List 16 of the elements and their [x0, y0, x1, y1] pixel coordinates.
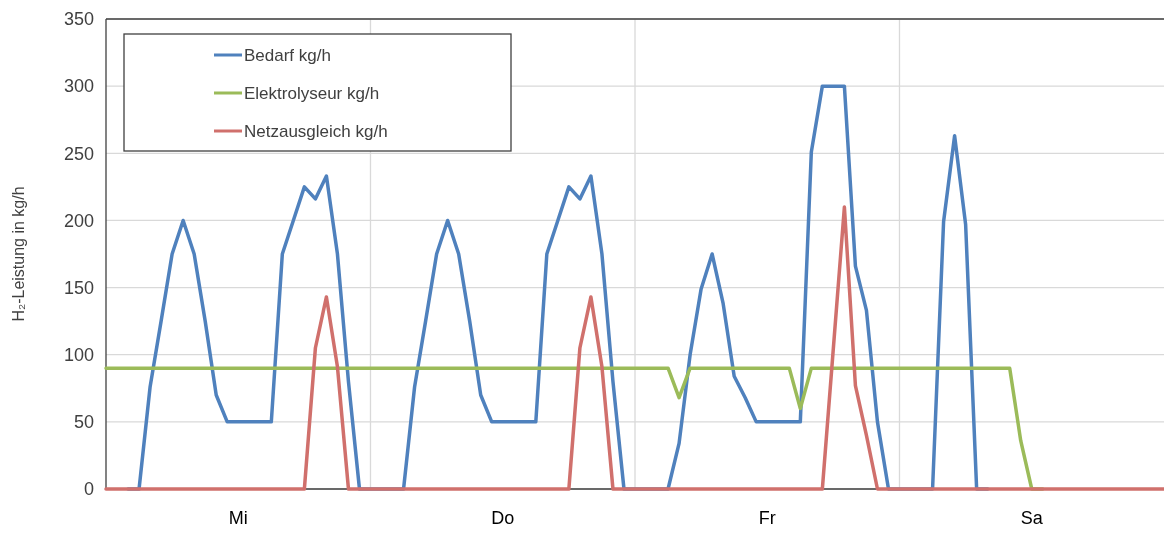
y-tick-label: 150	[63, 277, 94, 298]
x-tick-label: Fr	[758, 508, 776, 528]
y-tick-label: 300	[63, 76, 94, 97]
x-tick-label: Mi	[228, 508, 248, 528]
y-axis-title: H₂-Leistung in kg/h	[10, 186, 27, 322]
y-tick-label: 200	[63, 210, 94, 231]
y-tick-label: 50	[73, 412, 94, 433]
y-tick-label: 350	[63, 9, 94, 30]
y-tick-label: 0	[83, 479, 94, 500]
legend-label: Elektrolyseur kg/h	[244, 83, 380, 103]
x-tick-label: Do	[491, 508, 515, 528]
x-tick-label: Sa	[1020, 508, 1044, 528]
y-tick-label: 250	[63, 143, 94, 164]
legend-label: Bedarf kg/h	[244, 45, 331, 65]
y-tick-label: 100	[63, 345, 94, 366]
legend-label: Netzausgleich kg/h	[244, 121, 388, 141]
